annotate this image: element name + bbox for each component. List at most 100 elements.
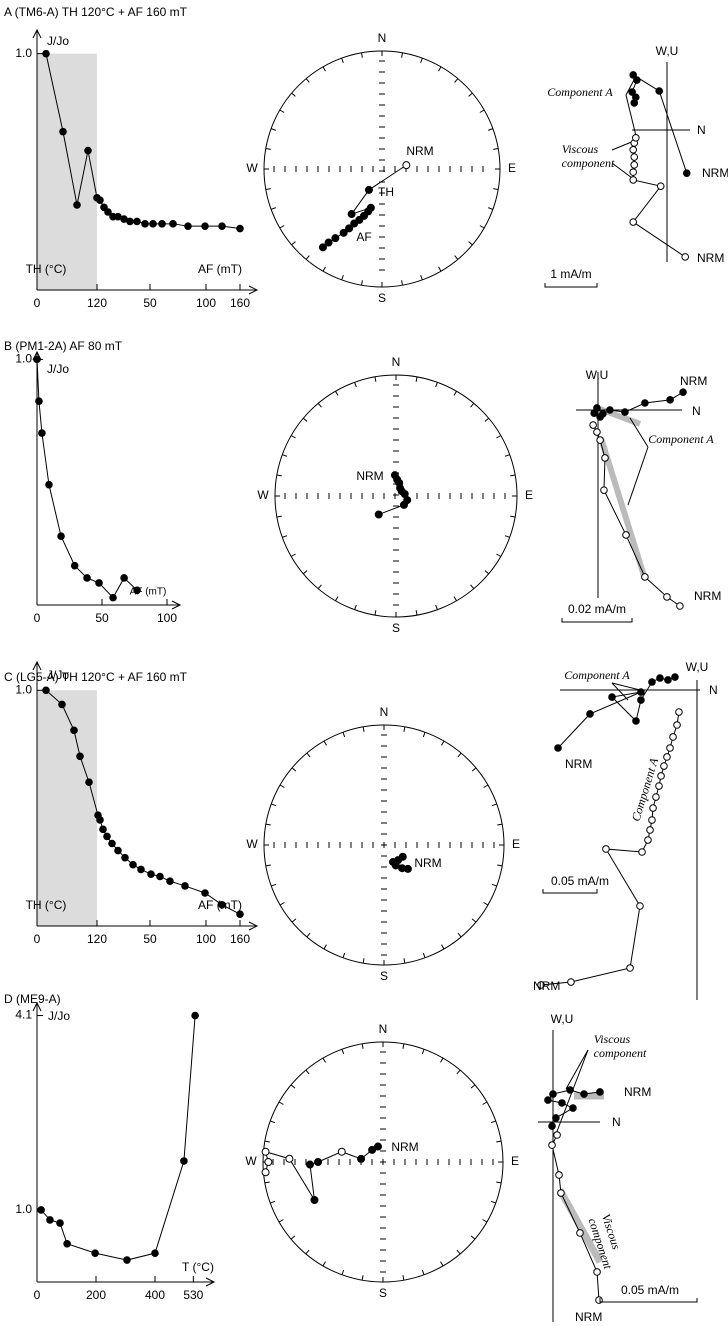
data-point: [137, 865, 145, 874]
data-point: [70, 561, 79, 570]
x-tick-label: 0: [34, 611, 41, 625]
end-label: NRM: [624, 1085, 651, 1099]
scale-label: 0.05 mA/m: [551, 874, 609, 888]
x-axis: [37, 285, 259, 295]
perimeter-tick: [491, 803, 497, 807]
fit-band: [556, 1188, 604, 1264]
perimeter-tick: [282, 535, 288, 538]
perimeter-tick: [484, 570, 490, 575]
perimeter-tick: [322, 66, 326, 72]
horizontal-point: [637, 696, 645, 704]
perimeter-tick: [471, 767, 477, 772]
perimeter-tick: [510, 515, 516, 518]
perimeter-tick: [510, 474, 516, 477]
leader-line: [611, 140, 635, 151]
fit-band: [598, 437, 647, 577]
perimeter-tick: [402, 1275, 405, 1281]
vertical-point: [676, 602, 684, 610]
data-point: [129, 860, 137, 869]
primitive-circle: [274, 374, 518, 618]
vertical-point: [630, 161, 639, 169]
x-tick-label: 50: [95, 611, 109, 625]
horizontal-point: [544, 1096, 552, 1104]
panel-title: C (LG5-A) TH 120°C + AF 160 mT: [4, 670, 188, 684]
perimeter-tick: [441, 944, 445, 950]
vertical-point: [589, 421, 597, 429]
perimeter-tick: [479, 225, 485, 229]
axis-label: N: [612, 1115, 621, 1129]
scale-bar: [542, 889, 598, 894]
perimeter-tick: [279, 109, 285, 113]
x-tick-label: 100: [157, 611, 177, 625]
perimeter-tick: [453, 596, 457, 602]
perimeter-tick: [341, 1269, 345, 1275]
direction-label: S: [380, 969, 388, 983]
direction-point: [347, 210, 356, 219]
vertical-point: [632, 134, 640, 142]
scale-bar: [561, 618, 633, 623]
x-tick-label: 0: [34, 296, 41, 310]
perimeter-tick: [342, 732, 346, 738]
horizontal-point: [682, 169, 691, 177]
data-point: [83, 574, 91, 582]
perimeter-tick: [402, 1043, 405, 1049]
perimeter-tick: [335, 390, 339, 396]
annotation-text: Component A: [547, 85, 613, 99]
primitive-circle: [263, 50, 501, 288]
horizontal-point: [548, 1122, 556, 1130]
direction-point: [318, 243, 327, 252]
annotation-text: Viscous: [594, 1032, 631, 1046]
perimeter-tick: [438, 66, 442, 72]
direction-label: W: [246, 837, 258, 851]
data-point: [147, 870, 155, 878]
vertical-point: [626, 964, 634, 972]
data-point: [108, 839, 116, 848]
point-label: NRM: [391, 1140, 418, 1154]
perimeter-tick: [483, 784, 489, 788]
direction-point: [261, 1168, 270, 1177]
direction-point: [310, 1195, 319, 1204]
annotation-text: Component A: [564, 668, 630, 682]
direction-point: [399, 500, 408, 509]
data-point: [114, 846, 122, 855]
perimeter-tick: [323, 944, 327, 950]
data-point: [236, 224, 244, 233]
perimeter-tick: [493, 188, 499, 190]
direction-point: [337, 1147, 346, 1156]
perimeter-tick: [305, 255, 310, 260]
y-axis: [32, 350, 42, 605]
intensity-line: [40, 1015, 196, 1261]
direction-point: [364, 185, 373, 194]
scale-bar: [599, 1298, 698, 1303]
end-label: NRM: [575, 1310, 602, 1324]
data-point: [37, 1206, 45, 1214]
data-point: [120, 574, 128, 582]
perimeter-tick: [265, 148, 271, 150]
perimeter-tick: [265, 864, 271, 867]
direction-point: [345, 224, 354, 233]
axis-label: N: [709, 683, 718, 697]
perimeter-tick: [490, 1120, 496, 1124]
perimeter-tick: [290, 1084, 296, 1089]
perimeter-tick: [403, 958, 406, 964]
direction-point: [314, 1158, 323, 1166]
data-point: [95, 579, 103, 587]
data-point: [121, 853, 129, 862]
direction-point: [403, 864, 412, 873]
data-point: [236, 910, 244, 919]
y-tick-label: 4.1: [15, 1008, 32, 1022]
data-point: [201, 889, 209, 897]
vertical-point: [601, 454, 609, 462]
axis-label: W,U: [586, 368, 609, 382]
panel-title: B (PM1-2A) AF 80 mT: [4, 339, 123, 353]
vertical-point: [557, 1189, 565, 1197]
horizontal-point: [679, 388, 687, 396]
direction-label: S: [392, 621, 400, 635]
horizontal-point: [554, 744, 562, 752]
vertical-point: [555, 1171, 563, 1179]
scale-label: 0.02 mA/m: [568, 602, 626, 616]
data-point: [70, 726, 78, 735]
perimeter-tick: [270, 128, 276, 131]
perimeter-tick: [438, 266, 442, 272]
